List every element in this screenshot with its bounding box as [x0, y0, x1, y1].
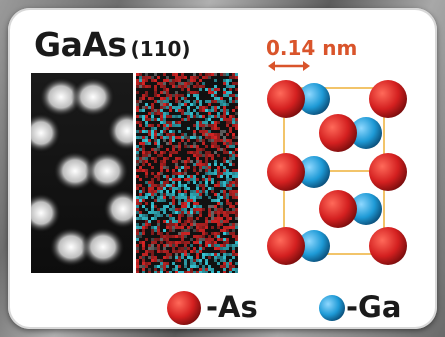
scale-bar-arrow [268, 61, 310, 71]
scale-bar-label: 0.14 nm [266, 36, 358, 60]
ga-atom [298, 230, 330, 262]
ga-atom [298, 156, 330, 188]
as-atom [369, 153, 407, 191]
stm-grayscale-image [31, 73, 133, 273]
as-atom [369, 80, 407, 118]
ga-atom [350, 193, 382, 225]
stm-color-map [136, 73, 238, 273]
as-legend-label: -As [206, 290, 258, 324]
as-legend-icon [167, 291, 201, 325]
ga-atom [350, 117, 382, 149]
as-atom [267, 80, 305, 118]
as-atom [319, 190, 357, 228]
compound-label: GaAs [34, 25, 127, 64]
as-atom [267, 153, 305, 191]
as-atom [369, 227, 407, 265]
as-atom [267, 227, 305, 265]
figure-title: GaAs (110) [34, 25, 191, 64]
ga-atom [298, 83, 330, 115]
ga-legend-label: -Ga [346, 290, 402, 324]
ga-legend-icon [319, 295, 345, 321]
crystal-structure-model [267, 80, 407, 265]
surface-label: (110) [130, 37, 191, 61]
legend: -As -Ga [150, 289, 430, 325]
as-atom [319, 114, 357, 152]
